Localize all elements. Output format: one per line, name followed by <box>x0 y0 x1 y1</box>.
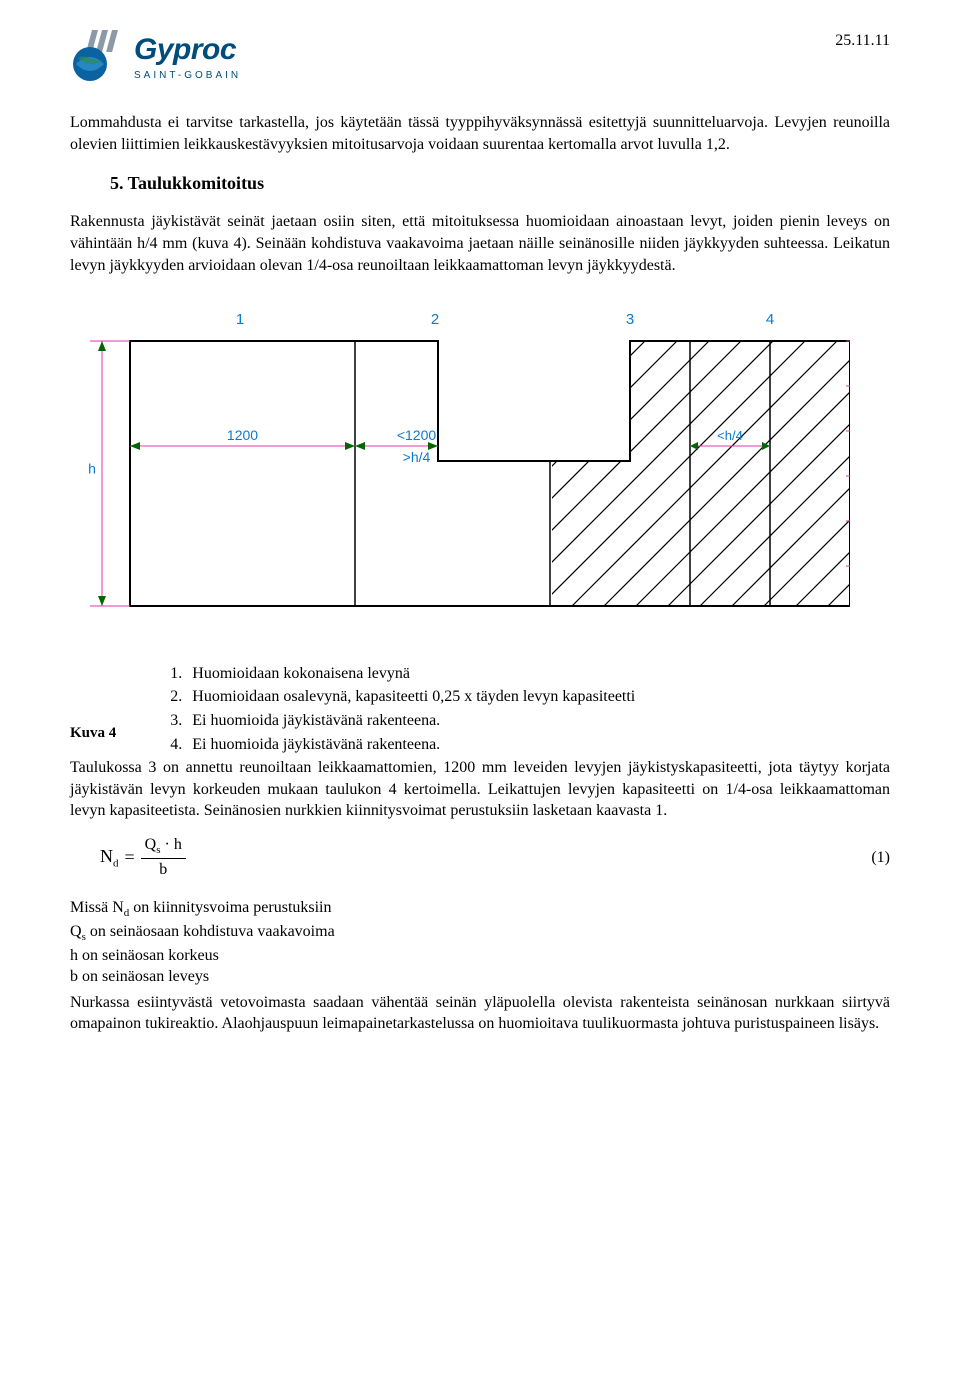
caption-item-1: Huomioidaan kokonaisena levynä <box>186 663 635 685</box>
svg-text:4: 4 <box>766 311 774 328</box>
where-line-3: h on seinäosan korkeus <box>70 945 890 967</box>
where-line-2: Qs on seinäosaan kohdistuva vaakavoima <box>70 921 890 945</box>
where-line-1: Missä Nd on kiinnitysvoima perustuksiin <box>70 897 890 921</box>
page-date: 25.11.11 <box>835 30 890 52</box>
section-title: 5. Taulukkomitoitus <box>110 171 890 195</box>
svg-text:<h/4: <h/4 <box>717 428 743 443</box>
svg-text:<1200: <1200 <box>397 427 437 443</box>
brand-text: Gyproc <box>134 30 241 71</box>
equation-number: (1) <box>871 847 890 869</box>
figure-caption-row: Kuva 4 Huomioidaan kokonaisena levynä Hu… <box>70 663 890 757</box>
paragraph-2: Rakennusta jäykistävät seinät jaetaan os… <box>70 211 890 276</box>
svg-text:h: h <box>88 461 96 477</box>
formula-row: Nd = Qs · h b (1) <box>70 834 890 881</box>
caption-item-3: Ei huomioida jäykistävänä rakenteena. <box>186 710 635 732</box>
where-line-4: b on seinäosan leveys <box>70 966 890 988</box>
formula-1: Nd = Qs · h b <box>70 834 186 881</box>
figure-caption-list: Huomioidaan kokonaisena levynä Huomioida… <box>166 663 635 757</box>
figure-label: Kuva 4 <box>70 723 116 743</box>
diagram-svg: 1 2 3 4 h 1200 <1200 >h/4 <h/4 <box>70 296 850 626</box>
caption-item-2: Huomioidaan osalevynä, kapasiteetti 0,25… <box>186 686 635 708</box>
formula-frac: Qs · h b <box>141 834 186 881</box>
svg-text:1200: 1200 <box>227 427 258 443</box>
caption-item-4: Ei huomioida jäykistävänä rakenteena. <box>186 734 635 756</box>
formula-eq: = <box>125 845 135 869</box>
paragraph-4: Nurkassa esiintyvästä vetovoimasta saada… <box>70 992 890 1035</box>
globe-icon <box>70 30 128 82</box>
formula-lhs-sub: d <box>113 857 119 869</box>
page-header: Gyproc SAINT-GOBAIN 25.11.11 <box>70 30 890 82</box>
paragraph-intro: Lommahdusta ei tarvitse tarkastella, jos… <box>70 112 890 155</box>
subbrand-text: SAINT-GOBAIN <box>134 69 241 83</box>
svg-text:1: 1 <box>236 311 244 328</box>
logo: Gyproc SAINT-GOBAIN <box>70 30 241 82</box>
figure-4: 1 2 3 4 h 1200 <1200 >h/4 <h/4 <box>70 296 890 633</box>
svg-text:2: 2 <box>431 311 439 328</box>
svg-text:>h/4: >h/4 <box>403 449 431 465</box>
paragraph-3: Taulukossa 3 on annettu reunoiltaan leik… <box>70 757 890 822</box>
where-list: Missä Nd on kiinnitysvoima perustuksiin … <box>70 897 890 988</box>
formula-lhs: N <box>100 846 113 866</box>
svg-text:3: 3 <box>626 311 634 328</box>
